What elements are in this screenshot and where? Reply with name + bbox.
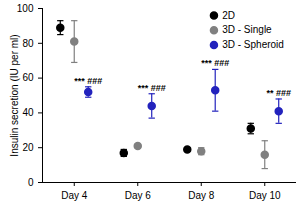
svg-text:0: 0	[28, 177, 34, 188]
svg-text:80: 80	[22, 38, 34, 49]
svg-text:20: 20	[22, 142, 34, 153]
svg-text:*** ###: *** ###	[201, 58, 229, 68]
svg-text:Day 4: Day 4	[61, 190, 88, 201]
svg-text:Day 6: Day 6	[125, 190, 152, 201]
svg-text:100: 100	[17, 3, 34, 14]
svg-text:3D - Spheroid: 3D - Spheroid	[222, 39, 284, 50]
svg-text:2D: 2D	[222, 10, 235, 21]
svg-text:Insulin secretion (IU per ml): Insulin secretion (IU per ml)	[9, 34, 20, 156]
svg-text:3D - Single: 3D - Single	[222, 24, 272, 35]
svg-text:60: 60	[22, 72, 34, 83]
svg-text:Day 10: Day 10	[249, 190, 281, 201]
svg-text:Day 8: Day 8	[188, 190, 215, 201]
svg-text:*** ###: *** ###	[74, 76, 102, 86]
svg-text:** ###: ** ###	[266, 88, 291, 98]
svg-text:40: 40	[22, 107, 34, 118]
svg-text:*** ###: *** ###	[138, 83, 166, 93]
